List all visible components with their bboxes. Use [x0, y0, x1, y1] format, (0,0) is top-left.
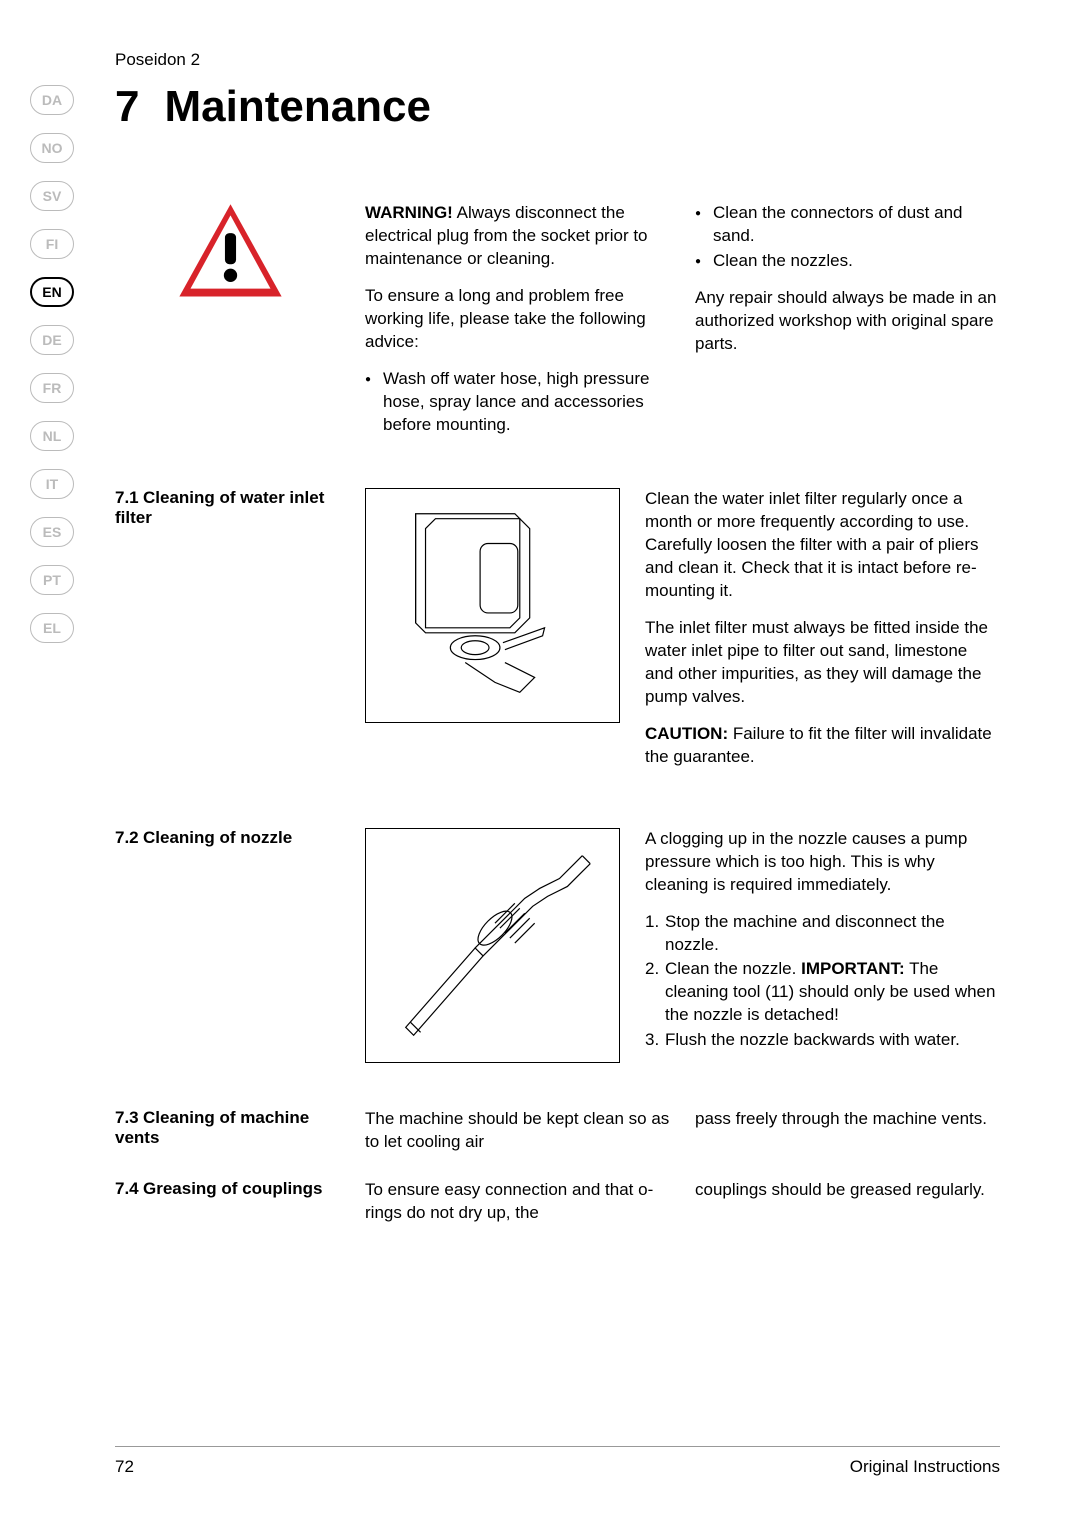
lang-fr[interactable]: FR — [30, 373, 74, 403]
intro-bullet-3: Clean the nozzles. — [695, 250, 1000, 273]
section-7-4: 7.4Greasing of couplings To ensure easy … — [115, 1179, 1000, 1225]
step-1: 1.Stop the machine and disconnect the no… — [645, 911, 1000, 957]
section-7-3-label: 7.3Cleaning of machine vents — [115, 1108, 345, 1154]
lang-fi[interactable]: FI — [30, 229, 74, 259]
section-7-2-para1: A clogging up in the nozzle causes a pum… — [645, 828, 1000, 897]
lang-nl[interactable]: NL — [30, 421, 74, 451]
step-2: 2.Clean the nozzle. IMPORTANT: The clean… — [645, 958, 1000, 1027]
section-7-3: 7.3Cleaning of machine vents The machine… — [115, 1108, 1000, 1154]
nozzle-diagram — [365, 828, 620, 1063]
section-7-4-text1: To ensure easy connection and that o-rin… — [365, 1179, 670, 1225]
step-3: 3.Flush the nozzle backwards with water. — [645, 1029, 1000, 1052]
product-name: Poseidon 2 — [115, 50, 1000, 70]
section-7-2: 7.2Cleaning of nozzle — [115, 828, 1000, 1063]
chapter-title-text: Maintenance — [164, 82, 431, 132]
section-7-1-para1: Clean the water inlet filter regularly o… — [645, 488, 1000, 603]
lang-no[interactable]: NO — [30, 133, 74, 163]
chapter-number: 7 — [115, 82, 139, 132]
footer-label: Original Instructions — [850, 1457, 1000, 1477]
lang-pt[interactable]: PT — [30, 565, 74, 595]
advice-text: To ensure a long and problem free workin… — [365, 285, 670, 354]
intro-section: WARNING! Always disconnect the electrica… — [115, 202, 1000, 438]
language-sidebar: DA NO SV FI EN DE FR NL IT ES PT EL — [30, 85, 74, 643]
intro-bullet-2: Clean the connectors of dust and sand. — [695, 202, 1000, 248]
intro-bullet-1: Wash off water hose, high pressure hose,… — [365, 368, 670, 437]
repair-text: Any repair should always be made in an a… — [695, 287, 1000, 356]
intro-col-2: Clean the connectors of dust and sand. C… — [695, 202, 1000, 438]
page-footer: 72 Original Instructions — [115, 1446, 1000, 1477]
lang-da[interactable]: DA — [30, 85, 74, 115]
lang-el[interactable]: EL — [30, 613, 74, 643]
section-7-2-label: 7.2Cleaning of nozzle — [115, 828, 345, 1063]
section-7-3-text2: pass freely through the machine vents. — [695, 1108, 1000, 1154]
lang-it[interactable]: IT — [30, 469, 74, 499]
page-content: WARNING! Always disconnect the electrica… — [115, 202, 1000, 1225]
warning-label: WARNING! — [365, 203, 453, 222]
section-7-2-text: A clogging up in the nozzle causes a pum… — [645, 828, 1000, 1063]
section-7-1-text: Clean the water inlet filter regularly o… — [645, 488, 1000, 782]
lang-sv[interactable]: SV — [30, 181, 74, 211]
lang-de[interactable]: DE — [30, 325, 74, 355]
section-7-3-text1: The machine should be kept clean so as t… — [365, 1108, 670, 1154]
lang-en[interactable]: EN — [30, 277, 74, 307]
section-7-1: 7.1Cleaning of water inlet filter — [115, 488, 1000, 782]
filter-diagram — [365, 488, 620, 723]
lang-es[interactable]: ES — [30, 517, 74, 547]
caution-label: CAUTION: — [645, 724, 728, 743]
page-number: 72 — [115, 1457, 134, 1477]
warning-icon-container — [115, 202, 345, 438]
section-7-1-label: 7.1Cleaning of water inlet filter — [115, 488, 345, 782]
section-7-4-text2: couplings should be greased regularly. — [695, 1179, 1000, 1225]
chapter-heading: 7 Maintenance — [115, 82, 1000, 132]
warning-triangle-icon — [173, 202, 288, 302]
section-7-1-para2: The inlet filter must always be fitted i… — [645, 617, 1000, 709]
section-7-4-label: 7.4Greasing of couplings — [115, 1179, 345, 1225]
intro-col-1: WARNING! Always disconnect the electrica… — [365, 202, 670, 438]
